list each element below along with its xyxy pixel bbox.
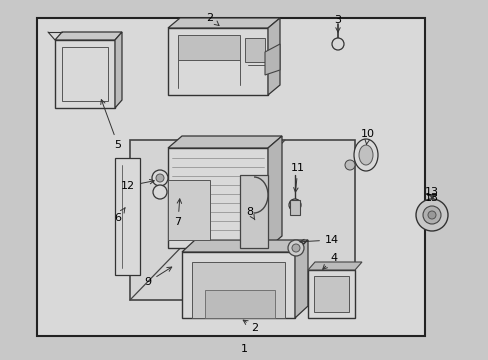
Polygon shape xyxy=(62,47,108,101)
Polygon shape xyxy=(168,28,267,95)
Text: 3: 3 xyxy=(334,15,341,32)
Circle shape xyxy=(291,244,299,252)
Circle shape xyxy=(153,185,167,199)
Polygon shape xyxy=(294,240,307,318)
Circle shape xyxy=(422,206,440,224)
Polygon shape xyxy=(130,140,354,300)
Circle shape xyxy=(427,211,435,219)
Ellipse shape xyxy=(358,145,372,165)
Polygon shape xyxy=(115,32,122,108)
Circle shape xyxy=(287,240,304,256)
Polygon shape xyxy=(168,148,267,248)
Text: 4: 4 xyxy=(322,253,337,269)
Ellipse shape xyxy=(353,139,377,171)
Text: 6: 6 xyxy=(114,208,125,223)
Text: 12: 12 xyxy=(121,179,154,191)
Polygon shape xyxy=(267,18,280,95)
Polygon shape xyxy=(192,262,285,318)
Polygon shape xyxy=(240,175,267,248)
Polygon shape xyxy=(55,40,115,108)
Text: 14: 14 xyxy=(299,235,338,245)
Polygon shape xyxy=(168,180,209,240)
Text: 13: 13 xyxy=(424,187,438,197)
Polygon shape xyxy=(313,276,348,312)
Polygon shape xyxy=(267,136,282,248)
Polygon shape xyxy=(244,38,264,62)
Polygon shape xyxy=(307,262,361,270)
Polygon shape xyxy=(182,252,294,318)
Text: 2: 2 xyxy=(243,320,258,333)
Polygon shape xyxy=(182,240,307,252)
Polygon shape xyxy=(178,35,240,60)
Circle shape xyxy=(152,170,168,186)
Text: 7: 7 xyxy=(174,199,181,227)
Text: 8: 8 xyxy=(246,207,254,220)
Circle shape xyxy=(331,38,343,50)
Polygon shape xyxy=(168,18,280,28)
Text: 10: 10 xyxy=(360,129,374,145)
Circle shape xyxy=(288,199,301,211)
Text: 2: 2 xyxy=(206,13,219,26)
Text: 1: 1 xyxy=(240,344,247,354)
Polygon shape xyxy=(55,32,122,40)
Bar xyxy=(37,18,424,336)
Circle shape xyxy=(156,174,163,182)
Polygon shape xyxy=(289,200,299,215)
Text: 11: 11 xyxy=(290,163,305,192)
Polygon shape xyxy=(115,158,140,275)
Text: 9: 9 xyxy=(144,267,171,287)
Polygon shape xyxy=(264,44,280,75)
Polygon shape xyxy=(307,270,354,318)
Polygon shape xyxy=(204,290,274,318)
Circle shape xyxy=(415,199,447,231)
Text: 13: 13 xyxy=(424,193,438,203)
Circle shape xyxy=(345,160,354,170)
Text: 5: 5 xyxy=(101,100,121,150)
Polygon shape xyxy=(168,136,282,148)
